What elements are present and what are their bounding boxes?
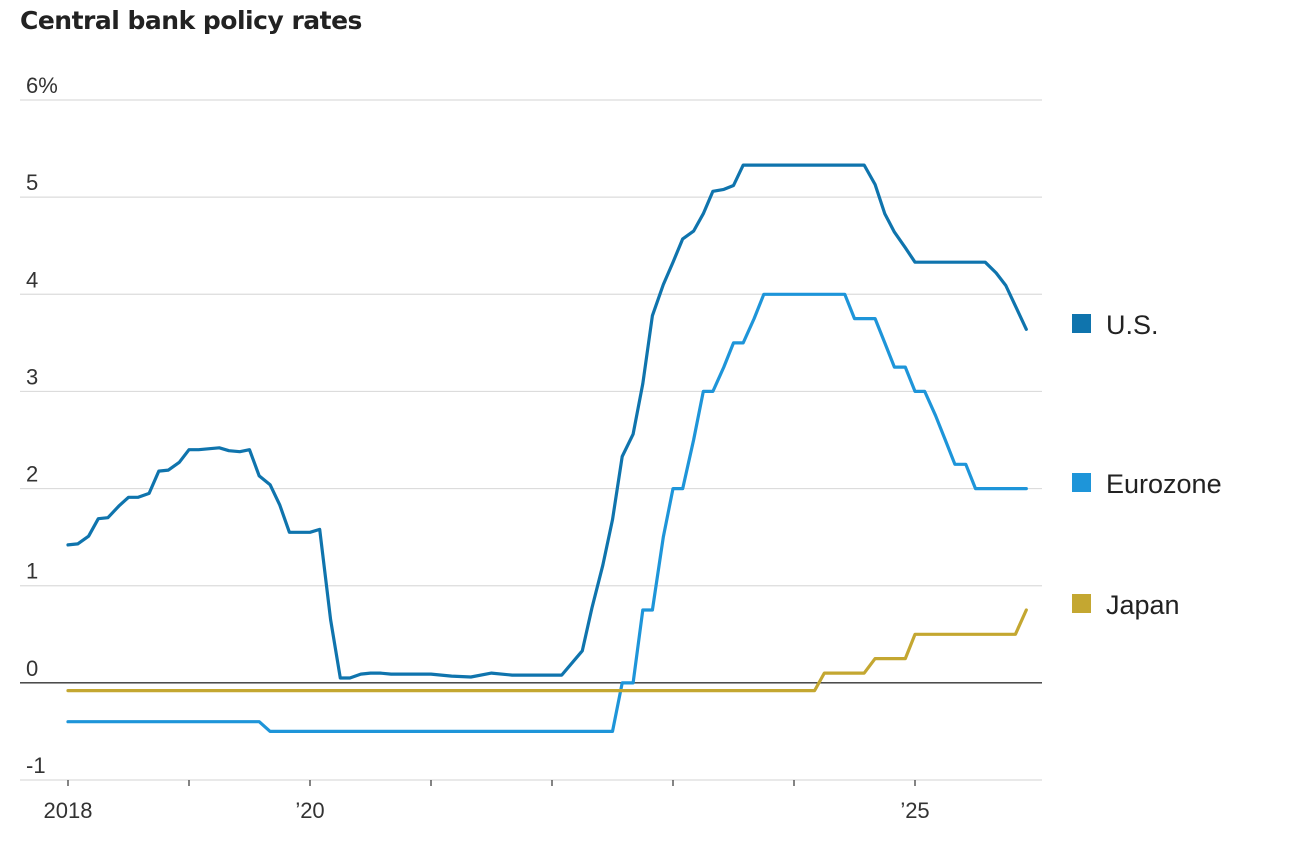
x-tick-label: ’25 <box>900 798 929 823</box>
y-tick-label: -1 <box>26 753 46 778</box>
x-tick-label: 2018 <box>44 798 93 823</box>
gridlines <box>20 99 1042 781</box>
legend-label: Eurozone <box>1106 469 1222 499</box>
y-tick-label: 3 <box>26 364 38 389</box>
legend-swatch <box>1072 314 1091 333</box>
y-tick-label: 4 <box>26 267 38 292</box>
legend-label: Japan <box>1106 590 1180 620</box>
y-tick-label: 2 <box>26 462 38 487</box>
legend-label: U.S. <box>1106 310 1159 340</box>
legend-swatch <box>1072 594 1091 613</box>
series-line-us <box>66 163 1028 680</box>
y-axis-ticks: 6% 5 4 3 2 1 0 -1 <box>26 73 58 778</box>
chart-title: Central bank policy rates <box>20 6 362 35</box>
x-tick-label: ’20 <box>295 798 324 823</box>
series-line-eurozone <box>66 292 1028 733</box>
legend: U.S. Eurozone Japan <box>1072 310 1222 620</box>
series-line-japan <box>66 608 1028 693</box>
series-lines <box>66 163 1028 733</box>
y-tick-label: 1 <box>26 559 38 584</box>
legend-swatch <box>1072 473 1091 492</box>
y-tick-label: 5 <box>26 170 38 195</box>
x-axis: 2018 ’20 ’25 <box>44 780 930 823</box>
y-tick-label: 6% <box>26 73 58 98</box>
y-tick-label: 0 <box>26 656 38 681</box>
